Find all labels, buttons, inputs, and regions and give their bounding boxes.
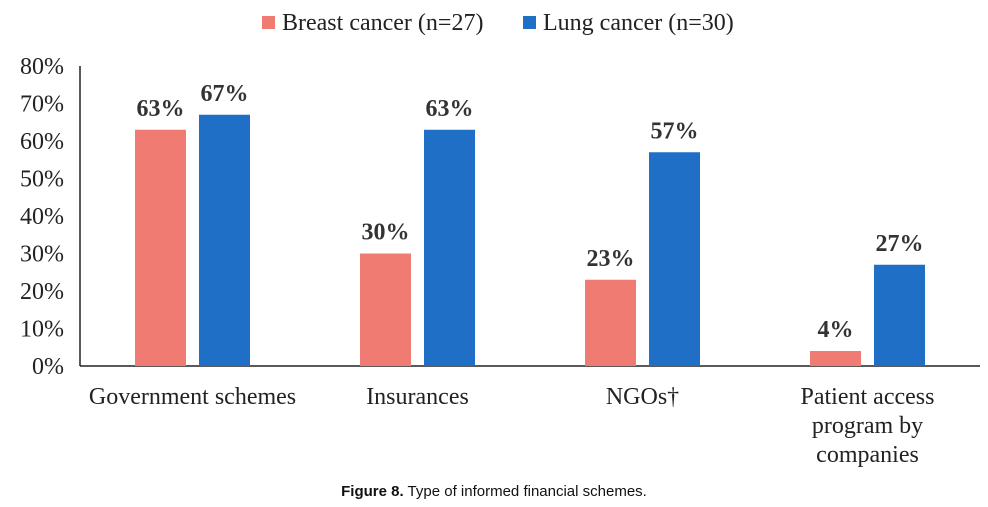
y-tick-label: 0% [32, 354, 64, 380]
category-label-2: Insurances [366, 384, 469, 410]
y-tick-label: 60% [20, 129, 64, 155]
bar-chart: Breast cancer (n=27) Lung cancer (n=30) 0… [20, 10, 980, 468]
legend-label-1: Breast cancer (n=27) [282, 10, 483, 36]
bar-lung-3 [649, 152, 700, 366]
y-tick-label: 80% [20, 54, 64, 80]
data-labels-group: 63% 67% 30% 63% 23% 57% 4% 27% [137, 81, 924, 343]
caption-label: Figure 8. [341, 483, 404, 500]
category-label-4: Patient access [801, 384, 935, 410]
bar-lung-2 [424, 129, 475, 366]
bar-breast-4 [810, 351, 861, 366]
data-label-lung-1: 67% [201, 81, 249, 107]
figure-caption: Figure 8. Type of informed financial sch… [0, 483, 988, 500]
bar-breast-2 [360, 253, 411, 366]
y-tick-label: 30% [20, 242, 64, 268]
caption-text: Type of informed financial schemes. [403, 483, 647, 500]
category-label-3: NGOs† [606, 384, 679, 410]
data-label-lung-4: 27% [876, 231, 924, 257]
category-labels-group: Government schemes Insurances NGOs† Patient… [89, 384, 935, 468]
legend-label-2: Lung cancer (n=30) [543, 10, 734, 36]
bar-breast-1 [135, 129, 186, 366]
data-label-breast-1: 63% [137, 96, 185, 122]
bar-breast-3 [585, 279, 636, 366]
data-label-lung-3: 57% [651, 118, 699, 144]
data-label-breast-4: 4% [818, 317, 854, 343]
chart-legend: Breast cancer (n=27) Lung cancer (n=30) [262, 10, 734, 36]
legend-swatch-1 [262, 16, 275, 29]
data-label-lung-2: 63% [426, 96, 474, 122]
y-axis: 0% 10% 20% 30% 40% 50% 60% 70% 80% [20, 54, 81, 380]
y-tick-label: 40% [20, 204, 64, 230]
category-label-4: program by [812, 413, 923, 439]
y-tick-label: 50% [20, 167, 64, 193]
y-tick-label: 70% [20, 92, 64, 118]
bars-group [135, 114, 925, 366]
y-tick-label: 20% [20, 279, 64, 305]
category-label-4: companies [816, 442, 919, 468]
y-tick-label: 10% [20, 317, 64, 343]
category-label-1: Government schemes [89, 384, 296, 410]
data-label-breast-3: 23% [587, 246, 635, 272]
bar-lung-4 [874, 264, 925, 366]
bar-lung-1 [199, 114, 250, 366]
data-label-breast-2: 30% [362, 220, 410, 246]
legend-swatch-2 [523, 16, 536, 29]
